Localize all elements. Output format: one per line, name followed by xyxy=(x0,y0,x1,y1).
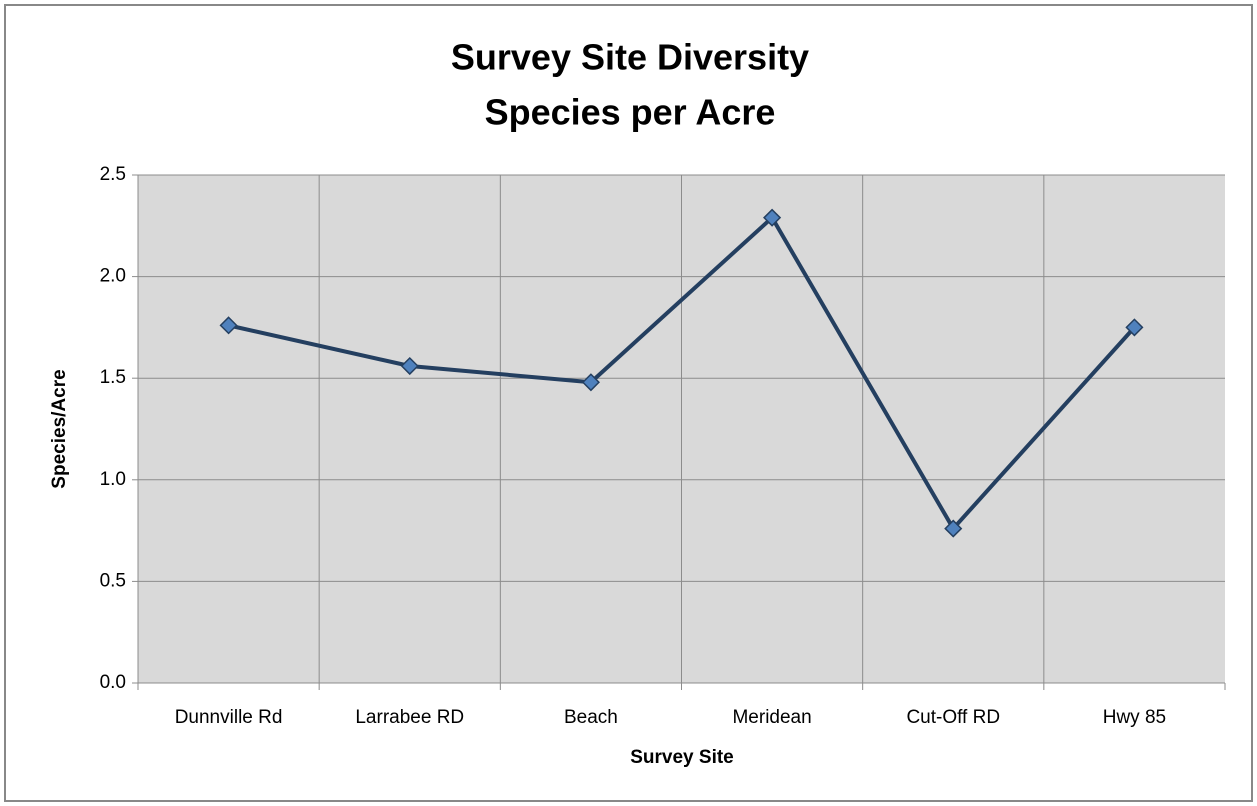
x-tick-label: Dunnville Rd xyxy=(175,707,283,728)
chart-title: Survey Site Diversity xyxy=(451,37,809,78)
data-point xyxy=(581,373,600,392)
y-tick-label: 2.0 xyxy=(100,266,126,287)
x-tick-label: Meridean xyxy=(732,707,811,728)
data-point xyxy=(400,356,419,376)
y-tick-label: 1.5 xyxy=(100,367,126,388)
data-point xyxy=(763,208,782,227)
data-point xyxy=(1125,318,1144,337)
y-axis-title: Species/Acre xyxy=(49,369,70,488)
data-point xyxy=(219,316,238,335)
x-tick-label: Cut-Off RD xyxy=(906,707,1000,728)
y-tick-label: 1.0 xyxy=(100,469,126,490)
y-tick-label: 0.5 xyxy=(100,570,126,591)
chart-subtitle: Species per Acre xyxy=(485,92,776,133)
data-line xyxy=(228,215,1136,531)
x-tick-label: Hwy 85 xyxy=(1103,707,1166,728)
x-axis-title: Survey Site xyxy=(630,747,734,768)
x-tick-label: Beach xyxy=(564,707,618,728)
y-tick-label: 0.0 xyxy=(100,672,126,693)
x-tick-label: Larrabee RD xyxy=(355,707,464,728)
data-point xyxy=(944,519,963,538)
y-tick-label: 2.5 xyxy=(100,164,126,185)
